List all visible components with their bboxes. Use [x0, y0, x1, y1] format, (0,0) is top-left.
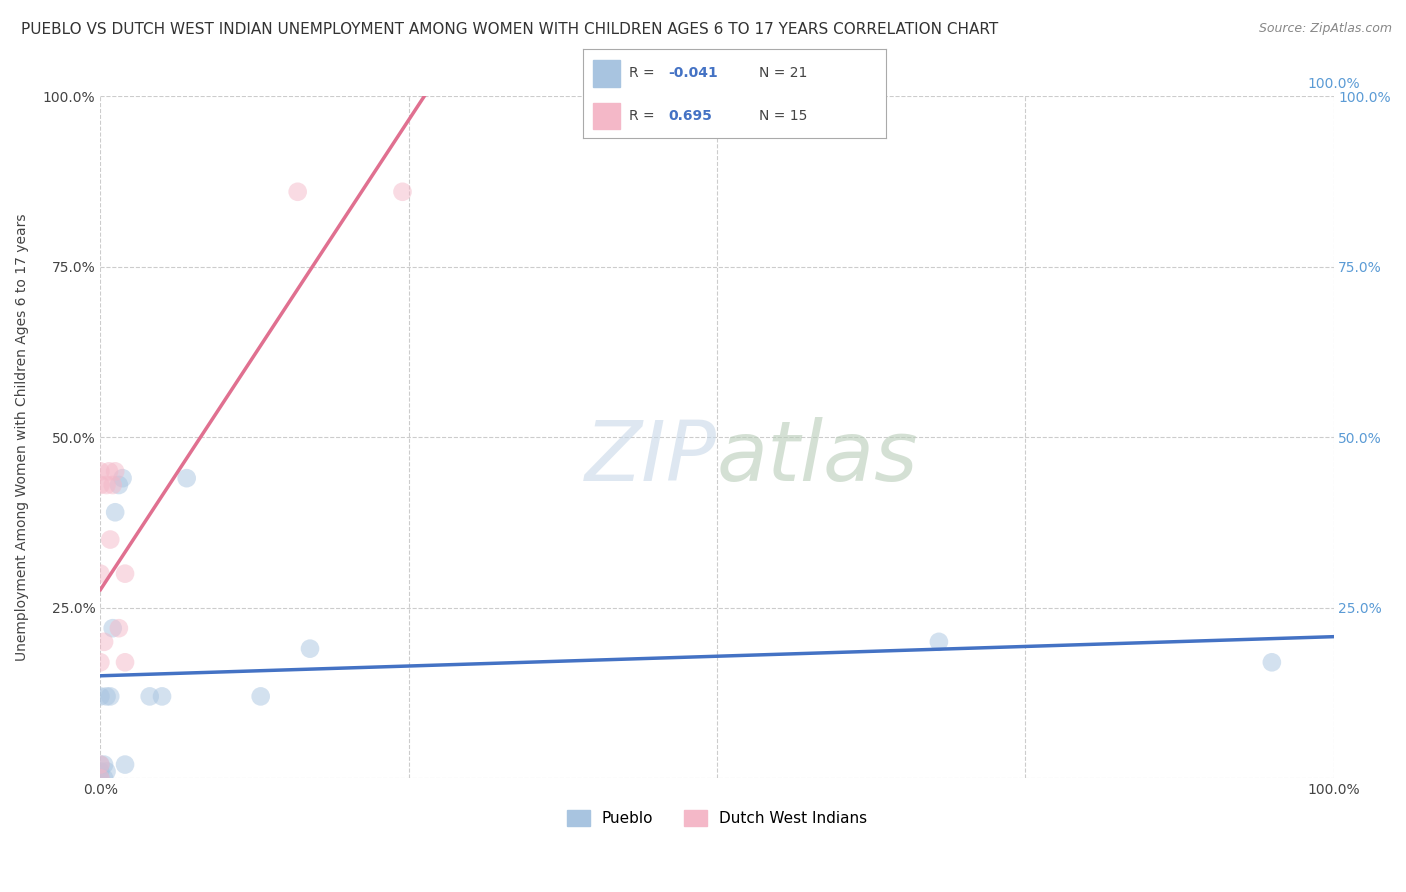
Point [114, 757, 136, 772]
Point [108, 621, 131, 635]
Text: ZIP: ZIP [585, 417, 717, 499]
Point [89, 757, 111, 772]
Point [89, 478, 111, 492]
Point [101, 478, 124, 492]
Legend: Pueblo, Dutch West Indians: Pueblo, Dutch West Indians [561, 804, 873, 832]
Point [89, 771, 111, 785]
Point [114, 655, 136, 669]
Text: R =: R = [628, 109, 659, 123]
Point [150, 690, 173, 704]
Point [98, 533, 121, 547]
Point [98, 464, 121, 478]
Point [138, 690, 160, 704]
Point [98, 690, 121, 704]
Point [93, 771, 115, 785]
Point [249, 690, 271, 704]
Point [101, 621, 124, 635]
Point [928, 635, 950, 649]
Text: PUEBLO VS DUTCH WEST INDIAN UNEMPLOYMENT AMONG WOMEN WITH CHILDREN AGES 6 TO 17 : PUEBLO VS DUTCH WEST INDIAN UNEMPLOYMENT… [21, 22, 998, 37]
Point [93, 757, 115, 772]
Point [89, 690, 111, 704]
Point [89, 771, 111, 785]
Point [96, 478, 118, 492]
Text: 0.695: 0.695 [668, 109, 711, 123]
Point [89, 757, 111, 772]
Point [96, 690, 118, 704]
Y-axis label: Unemployment Among Women with Children Ages 6 to 17 years: Unemployment Among Women with Children A… [15, 213, 30, 661]
Point [391, 185, 413, 199]
Point [114, 566, 136, 581]
Bar [592, 60, 620, 87]
Point [89, 655, 111, 669]
Point [96, 764, 118, 779]
Text: R =: R = [628, 66, 659, 80]
Point [111, 471, 134, 485]
Text: -0.041: -0.041 [668, 66, 718, 80]
Point [89, 464, 111, 478]
Point [176, 471, 198, 485]
Bar [592, 103, 620, 129]
Point [89, 764, 111, 779]
Point [93, 635, 115, 649]
Point [89, 566, 111, 581]
Point [298, 641, 321, 656]
Text: N = 21: N = 21 [759, 66, 807, 80]
Point [1261, 655, 1284, 669]
Point [104, 505, 127, 519]
Text: N = 15: N = 15 [759, 109, 807, 123]
Text: atlas: atlas [717, 417, 918, 499]
Point [108, 478, 131, 492]
Point [287, 185, 309, 199]
Point [104, 464, 127, 478]
Text: Source: ZipAtlas.com: Source: ZipAtlas.com [1258, 22, 1392, 36]
